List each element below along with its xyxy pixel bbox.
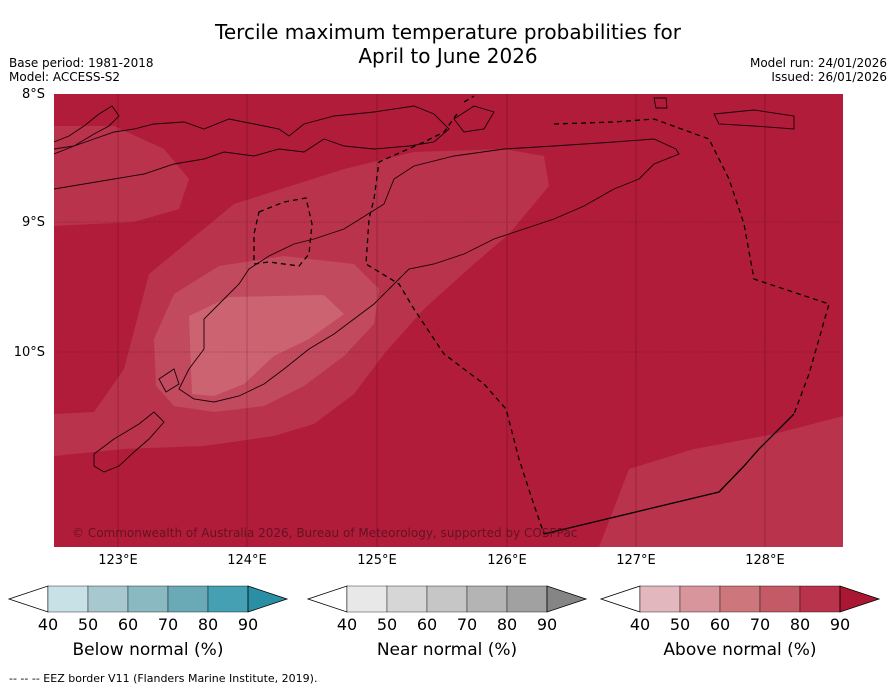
colorbar-below-normal (7, 585, 289, 613)
colorbar-1-tick-40: 40 (336, 615, 358, 634)
eez-west-exclave (253, 197, 313, 267)
colorbar-2-tick-70: 70 (749, 615, 771, 634)
colorbar-2-extend-high (839, 585, 881, 613)
colorbar-0-tick-60: 60 (117, 615, 139, 634)
colorbar-0-tick-80: 80 (197, 615, 219, 634)
colorbar-1-tick-70: 70 (456, 615, 478, 634)
colorbar-0-segment-4 (167, 585, 209, 613)
colorbar-0-segment-2 (87, 585, 129, 613)
small-island-north (653, 97, 668, 109)
model-name: Model: ACCESS-S2 (9, 70, 121, 84)
issued-date: Issued: 26/01/2026 (771, 70, 887, 84)
colorbar-0-tick-90: 90 (237, 615, 259, 634)
eez-north (365, 113, 545, 535)
model-run: Model run: 24/01/2026 (749, 56, 887, 70)
meta-right: Model run: 24/01/2026 Issued: 26/01/2026 (750, 56, 887, 84)
north-islands (54, 105, 450, 190)
colorbar-2-tick-60: 60 (709, 615, 731, 634)
colorbar-1-tick-60: 60 (416, 615, 438, 634)
contour-80-southeast (599, 416, 843, 547)
lat-label-8s: 8°S (21, 87, 45, 102)
lon-label-128e: 128°E (745, 553, 785, 568)
lon-label-124e: 124°E (227, 553, 267, 568)
colorbar-2-tick-80: 80 (789, 615, 811, 634)
colorbar-1-tick-50: 50 (376, 615, 398, 634)
colorbar-1-segment-2 (386, 585, 428, 613)
colorbar-1-segment-5 (506, 585, 548, 613)
label-above-normal: Above normal (%) (663, 640, 817, 660)
colorbar-near-normal (306, 585, 588, 613)
colorbar-0-tick-50: 50 (77, 615, 99, 634)
colorbar-1-segment-1 (346, 585, 388, 613)
meta-left: Base period: 1981-2018 Model: ACCESS-S2 (9, 56, 154, 84)
lat-label-9s: 9°S (21, 215, 45, 230)
colorbar-0-segment-5 (207, 585, 249, 613)
rote-island (93, 411, 165, 473)
colorbar-0-extend-low (7, 585, 49, 613)
base-period: Base period: 1981-2018 (9, 56, 154, 70)
colorbar-1-tick-90: 90 (536, 615, 558, 634)
flores-west (54, 105, 120, 150)
colorbars (7, 585, 881, 613)
lon-label-123e: 123°E (98, 553, 138, 568)
colorbar-0-segment-1 (47, 585, 89, 613)
title-line-1: Tercile maximum temperature probabilitie… (215, 20, 681, 44)
colorbar-0-extend-high (247, 585, 289, 613)
colorbar-1-tick-80: 80 (496, 615, 518, 634)
colorbar-2-extend-low (599, 585, 641, 613)
lon-label-127e: 127°E (616, 553, 656, 568)
colorbar-2-tick-90: 90 (829, 615, 851, 634)
colorbar-0-segment-3 (127, 585, 169, 613)
east-islands (713, 109, 795, 130)
colorbar-0-tick-40: 40 (37, 615, 59, 634)
colorbar-1-extend-low (306, 585, 348, 613)
lon-label-126e: 126°E (487, 553, 527, 568)
lat-label-10s: 10°S (13, 345, 45, 360)
eez-segment-north (463, 95, 475, 103)
semau-island (158, 368, 180, 393)
eez-border (253, 95, 830, 535)
graticule (54, 221, 843, 353)
meridians (117, 94, 766, 547)
colorbar-2-segment-3 (719, 585, 761, 613)
label-below-normal: Below normal (%) (72, 640, 224, 660)
timor-coast (178, 138, 680, 403)
colorbar-1-extend-high (546, 585, 588, 613)
copyright-notice: © Commonwealth of Australia 2026, Bureau… (72, 526, 578, 540)
colorbar-2-tick-50: 50 (669, 615, 691, 634)
wetar-island (453, 105, 495, 133)
coastlines (54, 97, 795, 473)
colorbar-0-tick-70: 70 (157, 615, 179, 634)
contour-80-west (54, 126, 189, 226)
colorbar-2-segment-5 (799, 585, 841, 613)
colorbar-2-tick-40: 40 (629, 615, 651, 634)
colorbar-2-segment-2 (679, 585, 721, 613)
contour-60 (189, 295, 344, 396)
colorbar-2-segment-1 (639, 585, 681, 613)
colorbar-2-segment-4 (759, 585, 801, 613)
colorbar-above-normal (599, 585, 881, 613)
eez-footnote: -- -- -- EEZ border V11 (Flanders Marine… (9, 672, 318, 685)
lon-label-125e: 125°E (357, 553, 397, 568)
colorbar-1-segment-3 (426, 585, 468, 613)
title-line-2: April to June 2026 (358, 44, 538, 68)
eez-south-solid (543, 413, 795, 535)
label-near-normal: Near normal (%) (376, 640, 518, 660)
colorbar-1-segment-4 (466, 585, 508, 613)
probability-map (54, 94, 843, 547)
chart-title: Tercile maximum temperature probabilitie… (0, 20, 896, 68)
